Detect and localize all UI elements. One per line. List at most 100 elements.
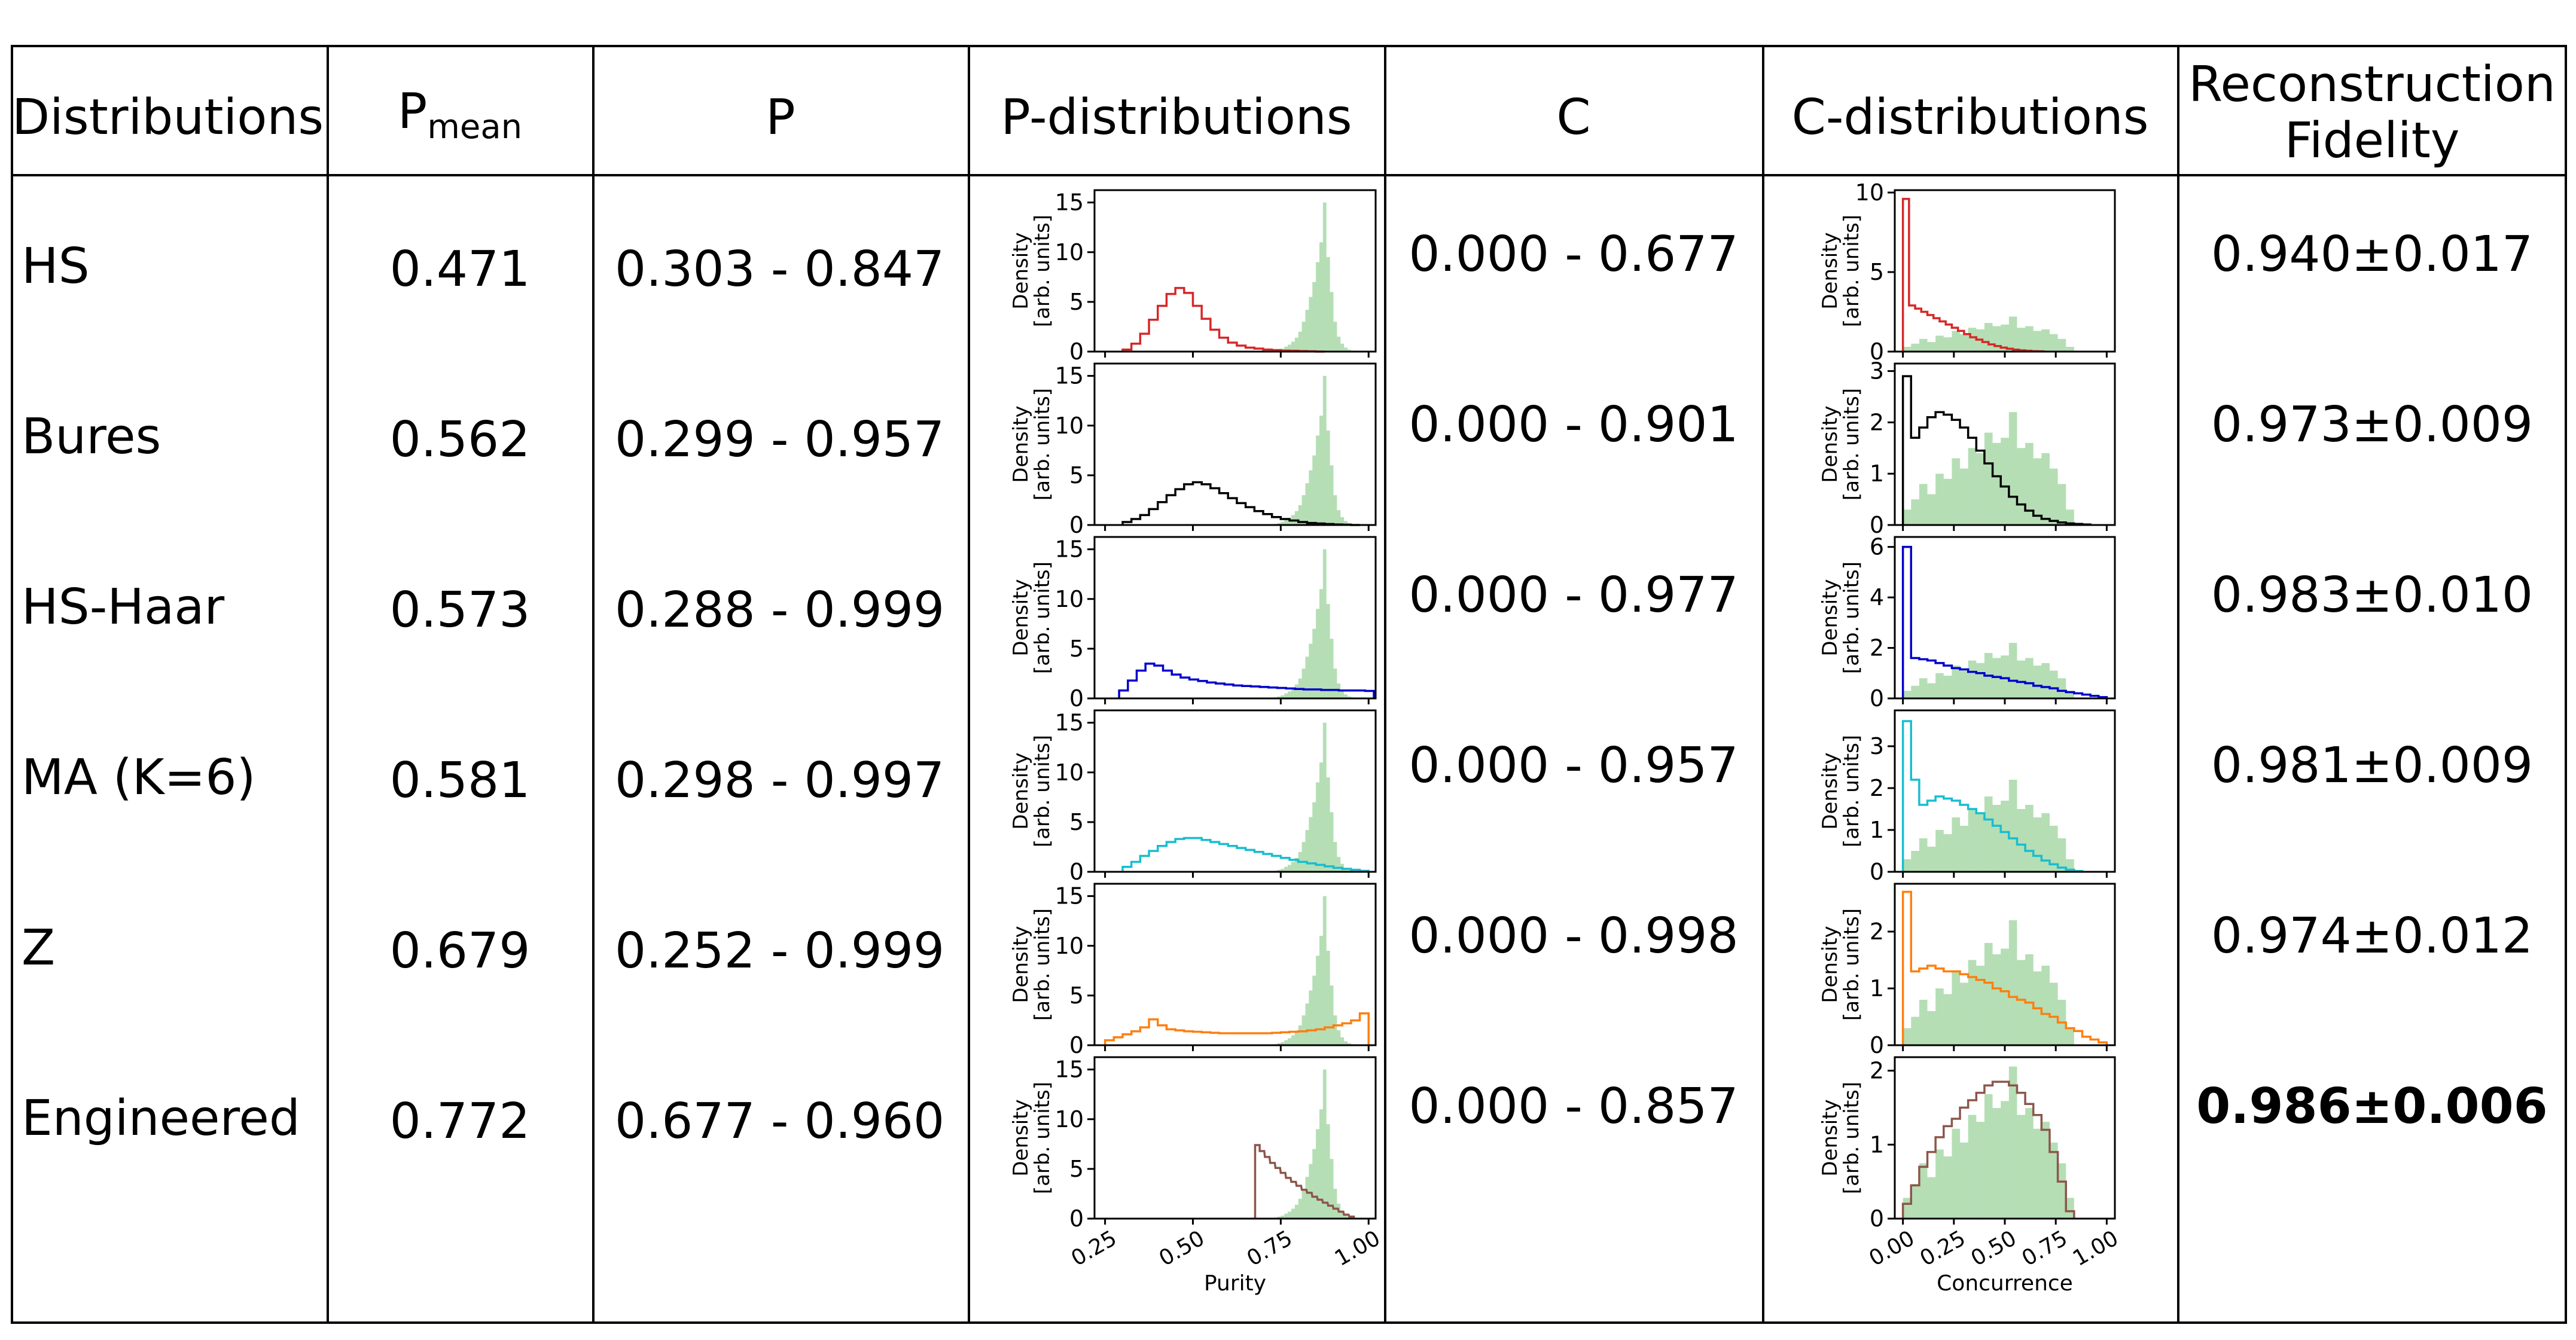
p-target-bar [1294, 511, 1298, 525]
c-series-line [1901, 545, 2108, 698]
c-ylabel: Density[arb. units] [1818, 561, 1864, 674]
c-target-bar [1960, 826, 1968, 872]
c-target-bar [2041, 813, 2050, 872]
p-axes-frame [1093, 883, 1377, 1046]
c-target-bar [2033, 458, 2042, 525]
p-target-bar [1319, 589, 1323, 698]
header-c-distributions-label: C-distributions [1791, 89, 2149, 146]
p-target-bar [1333, 1015, 1337, 1045]
c-target-bar [1911, 499, 1919, 525]
c-target-bar [2066, 1198, 2074, 1219]
c-ytick-label: 0 [1870, 1032, 1884, 1058]
c-target-bar [1960, 1142, 1968, 1219]
table-border [11, 45, 2567, 1324]
header-p-mean-main: P [397, 83, 428, 140]
row-p-range: 0.252 - 0.999 [615, 923, 945, 979]
c-target-bar [2001, 438, 2009, 525]
c-target-bar [1976, 966, 1984, 1045]
p-target-bar [1344, 521, 1348, 525]
p-ylabel-line: [arb. units] [1031, 1082, 1054, 1194]
p-xtick-label: 0.75 [1243, 1226, 1297, 1271]
c-target-bar [2017, 660, 2026, 698]
c-target-bar [1911, 343, 1919, 352]
c-target-bar [2001, 948, 2009, 1045]
p-ylabel: Density[arb. units] [1009, 735, 1054, 847]
row-p-range: 0.288 - 0.999 [615, 582, 945, 639]
p-target-bar [1294, 684, 1298, 698]
c-target-bar [1943, 478, 1952, 525]
c-target-bar [2049, 982, 2058, 1045]
row-c-range: 0.000 - 0.857 [1409, 1078, 1739, 1135]
p-target-bar [1316, 1129, 1319, 1219]
row-c-range: 0.000 - 0.901 [1409, 396, 1739, 453]
c-ytick-label: 10 [1855, 179, 1884, 206]
p-ylabel-line: Density [1009, 1099, 1033, 1176]
c-target-bar [1992, 805, 2001, 872]
p-target-bar [1294, 1031, 1298, 1045]
p-axes-frame [1093, 1056, 1377, 1220]
p-target-bar [1333, 669, 1337, 698]
row-c-range: 0.000 - 0.677 [1409, 226, 1739, 283]
p-target-bar [1301, 842, 1306, 872]
c-target-bar [1919, 838, 1928, 872]
p-xtick-label: 0.50 [1155, 1226, 1209, 1271]
p-target-bar [1340, 1210, 1345, 1219]
p-target-bar [1319, 936, 1323, 1045]
c-target-bar [1952, 971, 1961, 1045]
p-target-bar [1312, 628, 1316, 698]
p-target-bar [1312, 1149, 1316, 1219]
c-series-line [1901, 890, 2108, 1045]
c-target-bar [1935, 1149, 1944, 1219]
p-target-bar [1337, 510, 1341, 525]
p-target-bar [1312, 455, 1316, 525]
p-target-bar [1333, 322, 1337, 352]
p-target-bar [1330, 639, 1334, 698]
c-ytick-label: 2 [1870, 775, 1884, 801]
p-target-bar [1316, 262, 1319, 352]
row-name: Bures [22, 408, 161, 465]
c-target-bar [1960, 670, 1968, 698]
c-target-bar [2049, 670, 2058, 698]
header-c: C [1385, 89, 1762, 146]
row-p-range: 0.298 - 0.997 [615, 752, 945, 809]
c-target-bar [1943, 337, 1952, 352]
p-series-line [1121, 286, 1325, 353]
p-axes-frame [1093, 536, 1377, 700]
c-target-bar [1952, 1128, 1961, 1219]
p-ytick-label: 15 [1055, 363, 1084, 389]
c-ytick-label: 1 [1870, 460, 1884, 487]
c-target-bar [2041, 966, 2050, 1045]
c-target-bar [1903, 691, 1912, 698]
p-axes-frame [1093, 189, 1377, 353]
p-target-bar [1316, 435, 1319, 525]
header-fidelity: Reconstruction Fidelity [2178, 56, 2566, 170]
c-ylabel-line: Density [1818, 1099, 1842, 1176]
p-target-bar [1281, 869, 1285, 872]
p-target-bar [1305, 483, 1309, 525]
p-target-bar [1277, 1216, 1281, 1219]
p-ytick-label: 0 [1069, 1205, 1084, 1232]
p-target-bar [1326, 431, 1330, 525]
c-target-bar [2017, 328, 2026, 352]
p-series-line [1121, 837, 1370, 872]
p-ytick-label: 15 [1055, 536, 1084, 563]
c-ylabel-line: Density [1818, 405, 1842, 483]
c-target-bar [1943, 834, 1952, 872]
p-ylabel: Density[arb. units] [1009, 561, 1054, 674]
c-target-bar [1968, 809, 1977, 872]
p-target-bar [1330, 465, 1334, 525]
row-fidelity: 0.940±0.017 [2211, 226, 2534, 283]
c-target-bar [1960, 334, 1968, 352]
p-ylabel-line: Density [1009, 579, 1033, 656]
p-target-bar [1316, 609, 1319, 698]
c-ylabel: Density[arb. units] [1818, 908, 1864, 1021]
row-fidelity: 0.981±0.009 [2211, 737, 2534, 794]
p-ylabel: Density[arb. units] [1009, 388, 1054, 500]
c-target-bar [2008, 920, 2017, 1045]
p-target-bar [1309, 643, 1313, 698]
p-target-bar [1322, 202, 1327, 352]
